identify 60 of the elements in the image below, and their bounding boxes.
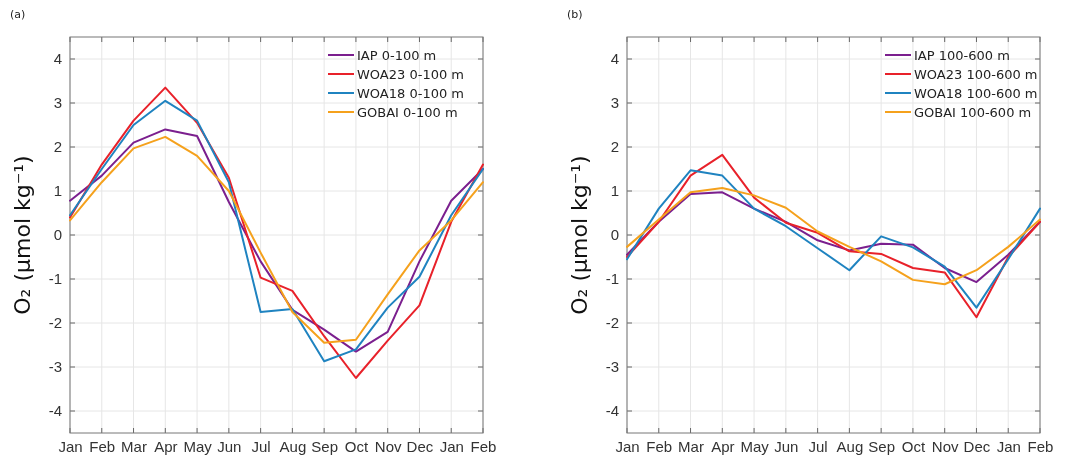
x-tick-label: Feb bbox=[470, 437, 497, 455]
y-tick-label: -4 bbox=[605, 402, 619, 420]
y-tick-label: -1 bbox=[605, 270, 619, 288]
x-tick-label: Jul bbox=[251, 437, 271, 455]
y-tick-label: -3 bbox=[48, 358, 62, 376]
x-tick-label: Mar bbox=[678, 437, 704, 455]
x-tick-label: Jan bbox=[615, 437, 640, 455]
legend-label: GOBAI 100-600 m bbox=[914, 105, 1032, 120]
x-tick-label: May bbox=[740, 437, 770, 455]
x-tick-label: Sep bbox=[311, 437, 339, 455]
x-tick-label: Mar bbox=[121, 437, 147, 455]
legend-label: WOA23 0-100 m bbox=[357, 67, 464, 82]
legend-label: IAP 0-100 m bbox=[357, 48, 437, 63]
y-tick-label: 0 bbox=[610, 226, 619, 244]
chart-title: (a) bbox=[10, 8, 26, 21]
y-tick-label: 2 bbox=[53, 138, 62, 156]
y-tick-label: 3 bbox=[53, 94, 62, 112]
x-tick-label: Oct bbox=[901, 437, 926, 455]
x-tick-label: Jan bbox=[58, 437, 83, 455]
x-tick-label: Jun bbox=[217, 437, 242, 455]
y-tick-label: -4 bbox=[48, 402, 62, 420]
y-tick-label: 1 bbox=[610, 182, 619, 200]
legend-label: WOA18 100-600 m bbox=[914, 86, 1038, 101]
x-tick-label: Nov bbox=[931, 437, 960, 455]
x-tick-label: Aug bbox=[279, 437, 307, 455]
y-axis-title: O₂ (μmol kg⁻¹) bbox=[10, 155, 35, 315]
x-tick-label: Sep bbox=[868, 437, 896, 455]
x-tick-label: Feb bbox=[646, 437, 673, 455]
legend-label: IAP 100-600 m bbox=[914, 48, 1010, 63]
x-tick-label: Nov bbox=[374, 437, 403, 455]
x-tick-label: Aug bbox=[836, 437, 864, 455]
x-tick-label: Jan bbox=[439, 437, 464, 455]
y-tick-label: 2 bbox=[610, 138, 619, 156]
chart-title: (b) bbox=[567, 8, 583, 21]
x-tick-label: Jun bbox=[774, 437, 799, 455]
y-tick-label: 1 bbox=[53, 182, 62, 200]
x-tick-label: Oct bbox=[344, 437, 369, 455]
y-axis-title: O₂ (μmol kg⁻¹) bbox=[567, 155, 592, 315]
line-series bbox=[626, 169, 1041, 309]
y-tick-label: 4 bbox=[53, 50, 62, 68]
x-tick-label: Apr bbox=[711, 437, 735, 455]
x-tick-label: May bbox=[183, 437, 213, 455]
legend-label: WOA18 0-100 m bbox=[357, 86, 464, 101]
x-tick-label: Dec bbox=[963, 437, 991, 455]
y-tick-label: -1 bbox=[48, 270, 62, 288]
y-tick-label: -3 bbox=[605, 358, 619, 376]
x-tick-label: Feb bbox=[1027, 437, 1054, 455]
x-tick-label: Jul bbox=[808, 437, 828, 455]
y-tick-label: -2 bbox=[48, 314, 62, 332]
x-tick-label: Feb bbox=[89, 437, 116, 455]
legend-label: GOBAI 0-100 m bbox=[357, 105, 458, 120]
legend-label: WOA23 100-600 m bbox=[914, 67, 1038, 82]
y-tick-label: 3 bbox=[610, 94, 619, 112]
x-tick-label: Dec bbox=[406, 437, 434, 455]
x-tick-label: Apr bbox=[154, 437, 178, 455]
x-tick-label: Jan bbox=[996, 437, 1021, 455]
line-series bbox=[626, 153, 1041, 319]
y-tick-label: 0 bbox=[53, 226, 62, 244]
y-tick-label: -2 bbox=[605, 314, 619, 332]
y-tick-label: 4 bbox=[610, 50, 619, 68]
